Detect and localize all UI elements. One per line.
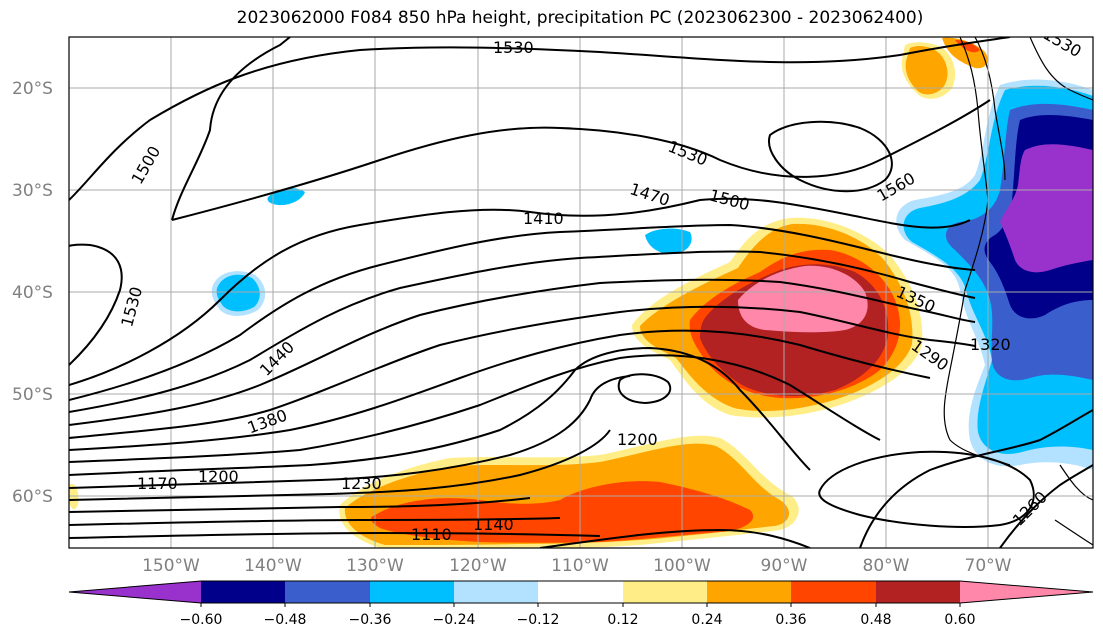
colorbar-tick-label: −0.12 (517, 612, 560, 628)
colorbar-segment (538, 581, 623, 603)
colorbar-segment (454, 581, 538, 603)
lat-label: 60°S (12, 487, 53, 507)
contour-label: 1140 (473, 515, 514, 534)
lon-label: 100°W (653, 556, 711, 576)
lon-label: 80°W (863, 556, 910, 576)
lat-label: 40°S (12, 283, 53, 303)
contour-label: 1200 (617, 430, 658, 449)
colorbar-tick-label: −0.48 (264, 612, 307, 628)
longitude-labels: 150°W 140°W 130°W 120°W 110°W 100°W 90°W… (142, 556, 1012, 576)
colorbar-tick-label: 0.60 (944, 612, 975, 628)
colorbar-segment (876, 581, 960, 603)
colorbar-segment (707, 581, 791, 603)
colorbar-segment (623, 581, 707, 603)
lon-label: 120°W (449, 556, 507, 576)
map-title: 2023062000 F084 850 hPa height, precipit… (236, 8, 924, 28)
lon-label: 130°W (346, 556, 404, 576)
colorbar-tick-label: −0.60 (180, 612, 223, 628)
precip-negative-shading (211, 79, 1093, 471)
colorbar-segment (285, 581, 370, 603)
contour-label: 1320 (970, 335, 1011, 354)
contour-label: 1110 (411, 525, 452, 544)
colorbar-tick-label: 0.24 (691, 612, 722, 628)
contour-label: 1200 (198, 467, 239, 486)
colorbar-segment (960, 581, 1093, 603)
lon-label: 140°W (244, 556, 302, 576)
colorbar-tick-label: 0.12 (607, 612, 638, 628)
latitude-labels: 20°S 30°S 40°S 50°S 60°S (12, 79, 53, 507)
lon-label: 70°W (965, 556, 1012, 576)
lon-label: 110°W (551, 556, 609, 576)
contour-label: 1170 (137, 474, 178, 493)
lon-label: 150°W (142, 556, 200, 576)
colorbar: −0.60 −0.48 −0.36 −0.24 −0.12 0.12 0.24 … (68, 580, 1094, 628)
lat-label: 30°S (12, 181, 53, 201)
map-frame (68, 36, 1094, 549)
map-content: 1530 1500 1530 1560 1470 1500 1410 1530 … (69, 37, 1093, 548)
contour-label: 1410 (523, 209, 564, 228)
contour-label: 1230 (341, 474, 382, 493)
colorbar-tick-label: −0.36 (349, 612, 392, 628)
colorbar-tick-label: 0.48 (860, 612, 891, 628)
colorbar-segment (370, 581, 454, 603)
lat-label: 50°S (12, 385, 53, 405)
colorbar-segment (201, 581, 285, 603)
colorbar-segment (69, 581, 201, 603)
height-contours (69, 37, 1093, 548)
contour-label: 1530 (493, 38, 534, 57)
coastline (943, 37, 1093, 546)
lat-label: 20°S (12, 79, 53, 99)
colorbar-tick-label: −0.24 (433, 612, 476, 628)
lon-label: 90°W (761, 556, 808, 576)
colorbar-segment (791, 581, 876, 603)
colorbar-tick-label: 0.36 (775, 612, 806, 628)
